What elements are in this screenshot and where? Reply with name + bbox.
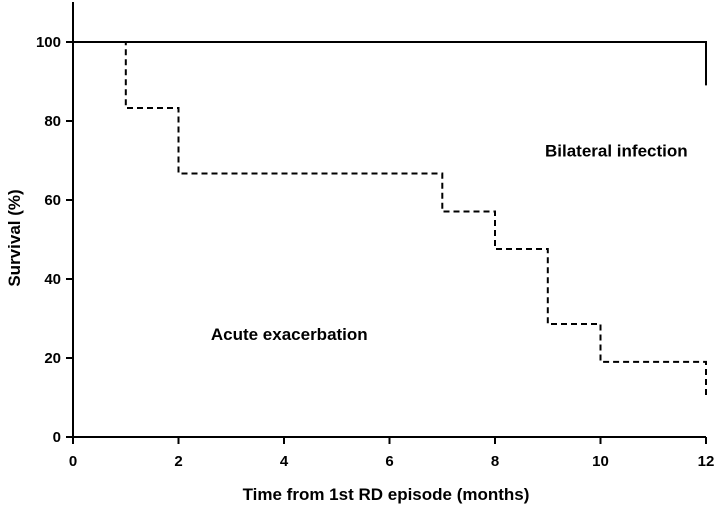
- y-tick-label: 100: [36, 34, 61, 51]
- y-axis-title: Survival (%): [5, 189, 24, 286]
- x-tick-label: 12: [698, 453, 715, 470]
- dashed-survival-line: [73, 41, 707, 398]
- y-tick-label: 0: [53, 429, 61, 446]
- annotation-label: Bilateral infection: [545, 142, 688, 161]
- annotations: Bilateral infection Acute exacerbation: [211, 142, 688, 345]
- x-tick-label: 4: [280, 453, 289, 470]
- axes: 0 20 40 60 80 100 0 2 4 6 8 10 12: [36, 2, 714, 470]
- x-axis-title: Time from 1st RD episode (months): [243, 485, 530, 504]
- x-tick-label: 2: [174, 453, 182, 470]
- y-tick-label: 80: [44, 113, 61, 130]
- x-tick-label: 6: [385, 453, 393, 470]
- y-tick-label: 20: [44, 350, 61, 367]
- x-tick-label: 8: [491, 453, 499, 470]
- y-tick-label: 40: [44, 271, 61, 288]
- solid-survival-line: [73, 41, 707, 86]
- annotation-label: Acute exacerbation: [211, 325, 368, 344]
- x-tick-label: 0: [69, 453, 77, 470]
- y-tick-label: 60: [44, 192, 61, 209]
- x-tick-label: 10: [592, 453, 609, 470]
- series-layer: [73, 41, 707, 398]
